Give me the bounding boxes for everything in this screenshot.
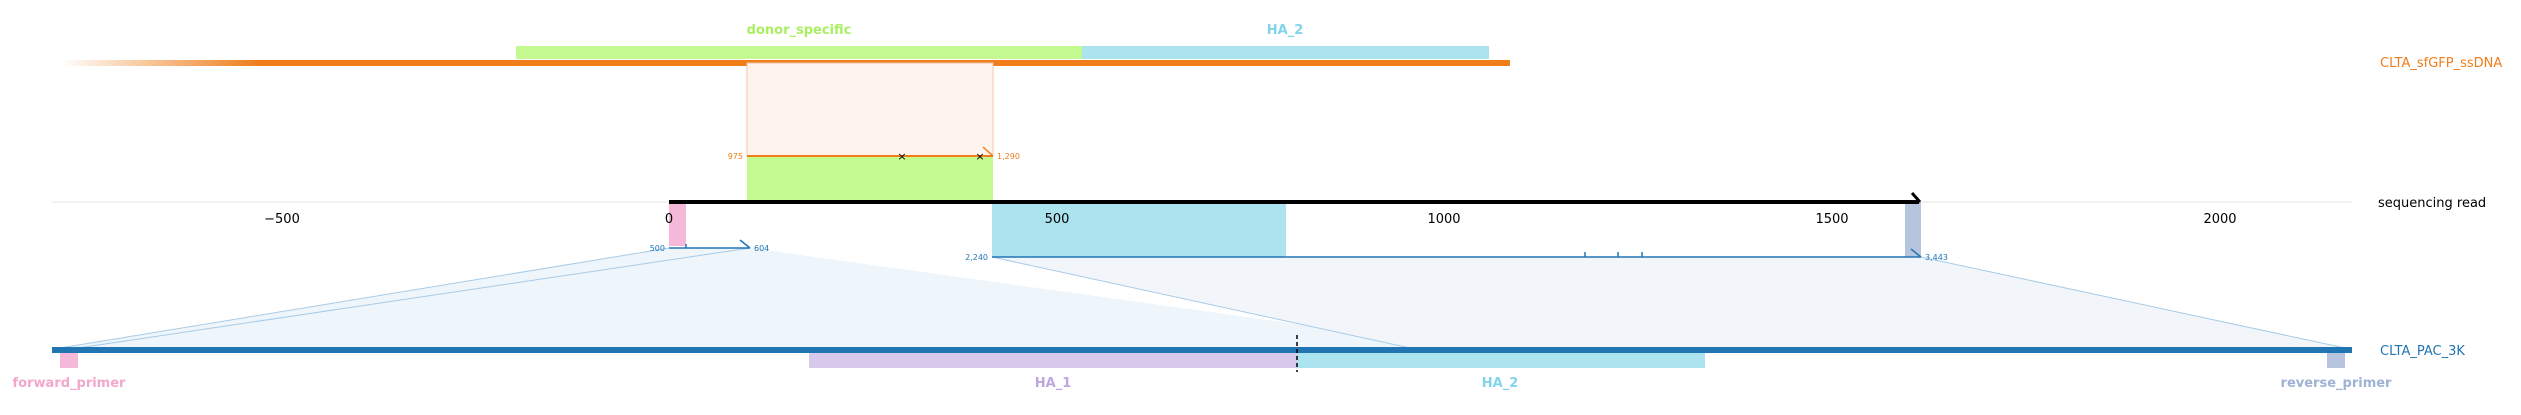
reverse-primer-label: reverse_primer xyxy=(2281,376,2393,391)
read-arrow xyxy=(1910,192,1922,203)
donor-line-fade xyxy=(60,60,260,66)
left-fill-edge-2 xyxy=(77,247,751,349)
reverse-primer-feature xyxy=(2327,352,2345,368)
ha2-label-bottom: HA_2 xyxy=(1482,376,1519,391)
tick-label: 1000 xyxy=(1427,212,1460,227)
tick-label: 2000 xyxy=(2203,212,2236,227)
ha1-label-bottom: HA_1 xyxy=(1035,376,1072,391)
read-reverse-primer-block xyxy=(1905,202,1921,257)
right-alignment-fill xyxy=(992,257,2345,348)
mismatch-mark-2: × xyxy=(975,150,984,163)
right-alignment-start: 2,240 xyxy=(965,253,988,262)
donor-specific-label: donor_specific xyxy=(747,23,852,38)
axis-ticks: −500 0 500 1000 1500 2000 xyxy=(264,212,2236,227)
donor-specific-feature xyxy=(516,46,1082,59)
left-alignment-arrow xyxy=(739,239,751,249)
left-fill-edge-1 xyxy=(59,247,670,349)
forward-primer-feature xyxy=(60,352,78,368)
left-alignment-start: 500 xyxy=(650,244,665,253)
tick-label: 1500 xyxy=(1815,212,1848,227)
ha2-feature-bottom xyxy=(1297,352,1705,368)
tick-label: 500 xyxy=(1045,212,1070,227)
forward-primer-label: forward_primer xyxy=(13,376,127,391)
right-alignment-end: 3,443 xyxy=(1925,253,1948,262)
donor-alignment-end: 1,290 xyxy=(997,152,1020,161)
donor-alignment-start: 975 xyxy=(728,152,743,161)
right-fill-edge-1 xyxy=(991,256,1411,349)
donor-track-label: CLTA_sfGFP_ssDNA xyxy=(2380,56,2502,71)
reference-track-label: CLTA_PAC_3K xyxy=(2380,344,2465,359)
read-track-label: sequencing read xyxy=(2378,196,2486,211)
read-ha2-block xyxy=(992,202,1286,257)
right-alignment-arrow xyxy=(1910,248,1922,258)
read-forward-primer-block xyxy=(669,202,686,246)
donor-alignment-region xyxy=(746,62,994,157)
ha1-feature xyxy=(809,352,1297,368)
donor-alignment-arrow xyxy=(982,146,994,157)
mismatch-mark-1: × xyxy=(897,150,906,163)
ha2-feature-top xyxy=(1082,46,1489,59)
reference-line xyxy=(52,347,2352,353)
read-donor-specific-block xyxy=(747,156,993,202)
left-alignment-fill xyxy=(60,248,1470,348)
tick-label: 0 xyxy=(665,212,673,227)
ha2-label-top: HA_2 xyxy=(1267,23,1304,38)
tick-label: −500 xyxy=(264,212,300,227)
left-alignment-end: 604 xyxy=(754,244,769,253)
right-fill-edge-2 xyxy=(1920,256,2346,349)
